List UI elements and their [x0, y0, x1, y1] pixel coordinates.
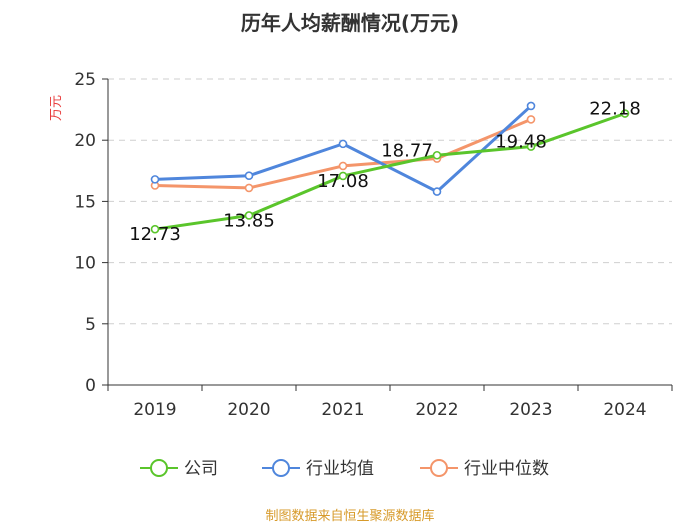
legend-swatch-marker	[150, 459, 168, 477]
x-tick-label: 2022	[415, 400, 458, 420]
data-point	[150, 175, 160, 184]
y-tick-label: 25	[74, 70, 96, 90]
y-axis-label: 万元	[49, 95, 64, 121]
data-point	[244, 183, 254, 193]
y-tick-label: 15	[74, 192, 96, 212]
data-point	[244, 211, 254, 220]
y-tick-label: 10	[74, 254, 96, 274]
data-label: 12.73	[129, 224, 181, 245]
legend-label: 公司	[184, 459, 218, 479]
legend-item[interactable]: 公司	[140, 459, 218, 479]
y-tick-label: 5	[85, 315, 96, 335]
data-point	[620, 109, 630, 118]
series-group	[150, 101, 630, 234]
data-point	[150, 224, 160, 234]
data-point	[338, 171, 348, 181]
legend-swatch-marker	[272, 459, 290, 477]
x-tick-label: 2021	[321, 400, 364, 420]
data-labels: 12.73 13.85 17.08 18.77 19.48 22.18	[129, 99, 641, 246]
legend-label: 行业中位数	[464, 459, 549, 479]
data-point	[526, 115, 536, 124]
legend-item[interactable]: 行业均值	[262, 459, 374, 479]
data-point	[432, 187, 442, 196]
axes: 0 5 10 15 20 25 2019 2020 2021 2022 2023 2024	[74, 70, 673, 420]
legend-swatch-marker	[430, 459, 448, 477]
chart-title: 历年人均薪酬情况(万元)	[241, 11, 459, 35]
data-point	[432, 150, 442, 160]
x-tick-label: 2023	[509, 400, 552, 420]
source-note: 制图数据来自恒生聚源数据库	[265, 508, 434, 524]
y-tick-label: 20	[74, 131, 96, 151]
data-label: 22.18	[589, 99, 641, 120]
data-label: 18.77	[381, 140, 433, 161]
data-point	[338, 139, 348, 149]
legend-item[interactable]: 行业中位数	[420, 459, 549, 479]
data-point	[244, 171, 254, 180]
data-point	[526, 142, 536, 151]
legend-label: 行业均值	[306, 459, 374, 479]
series-公司	[150, 109, 630, 234]
data-label: 17.08	[317, 171, 369, 192]
y-tick-label: 0	[85, 376, 96, 396]
series-行业均值	[150, 101, 536, 196]
data-point	[526, 101, 536, 111]
grid	[108, 78, 672, 325]
x-tick-label: 2019	[133, 400, 176, 420]
data-label: 13.85	[223, 210, 275, 231]
data-label: 19.48	[495, 132, 547, 153]
legend[interactable]: 公司 行业均值 行业中位数	[140, 459, 549, 479]
data-point	[338, 161, 348, 171]
x-tick-label: 2020	[227, 400, 270, 420]
x-tick-label: 2024	[603, 400, 646, 420]
series-line	[154, 112, 626, 231]
